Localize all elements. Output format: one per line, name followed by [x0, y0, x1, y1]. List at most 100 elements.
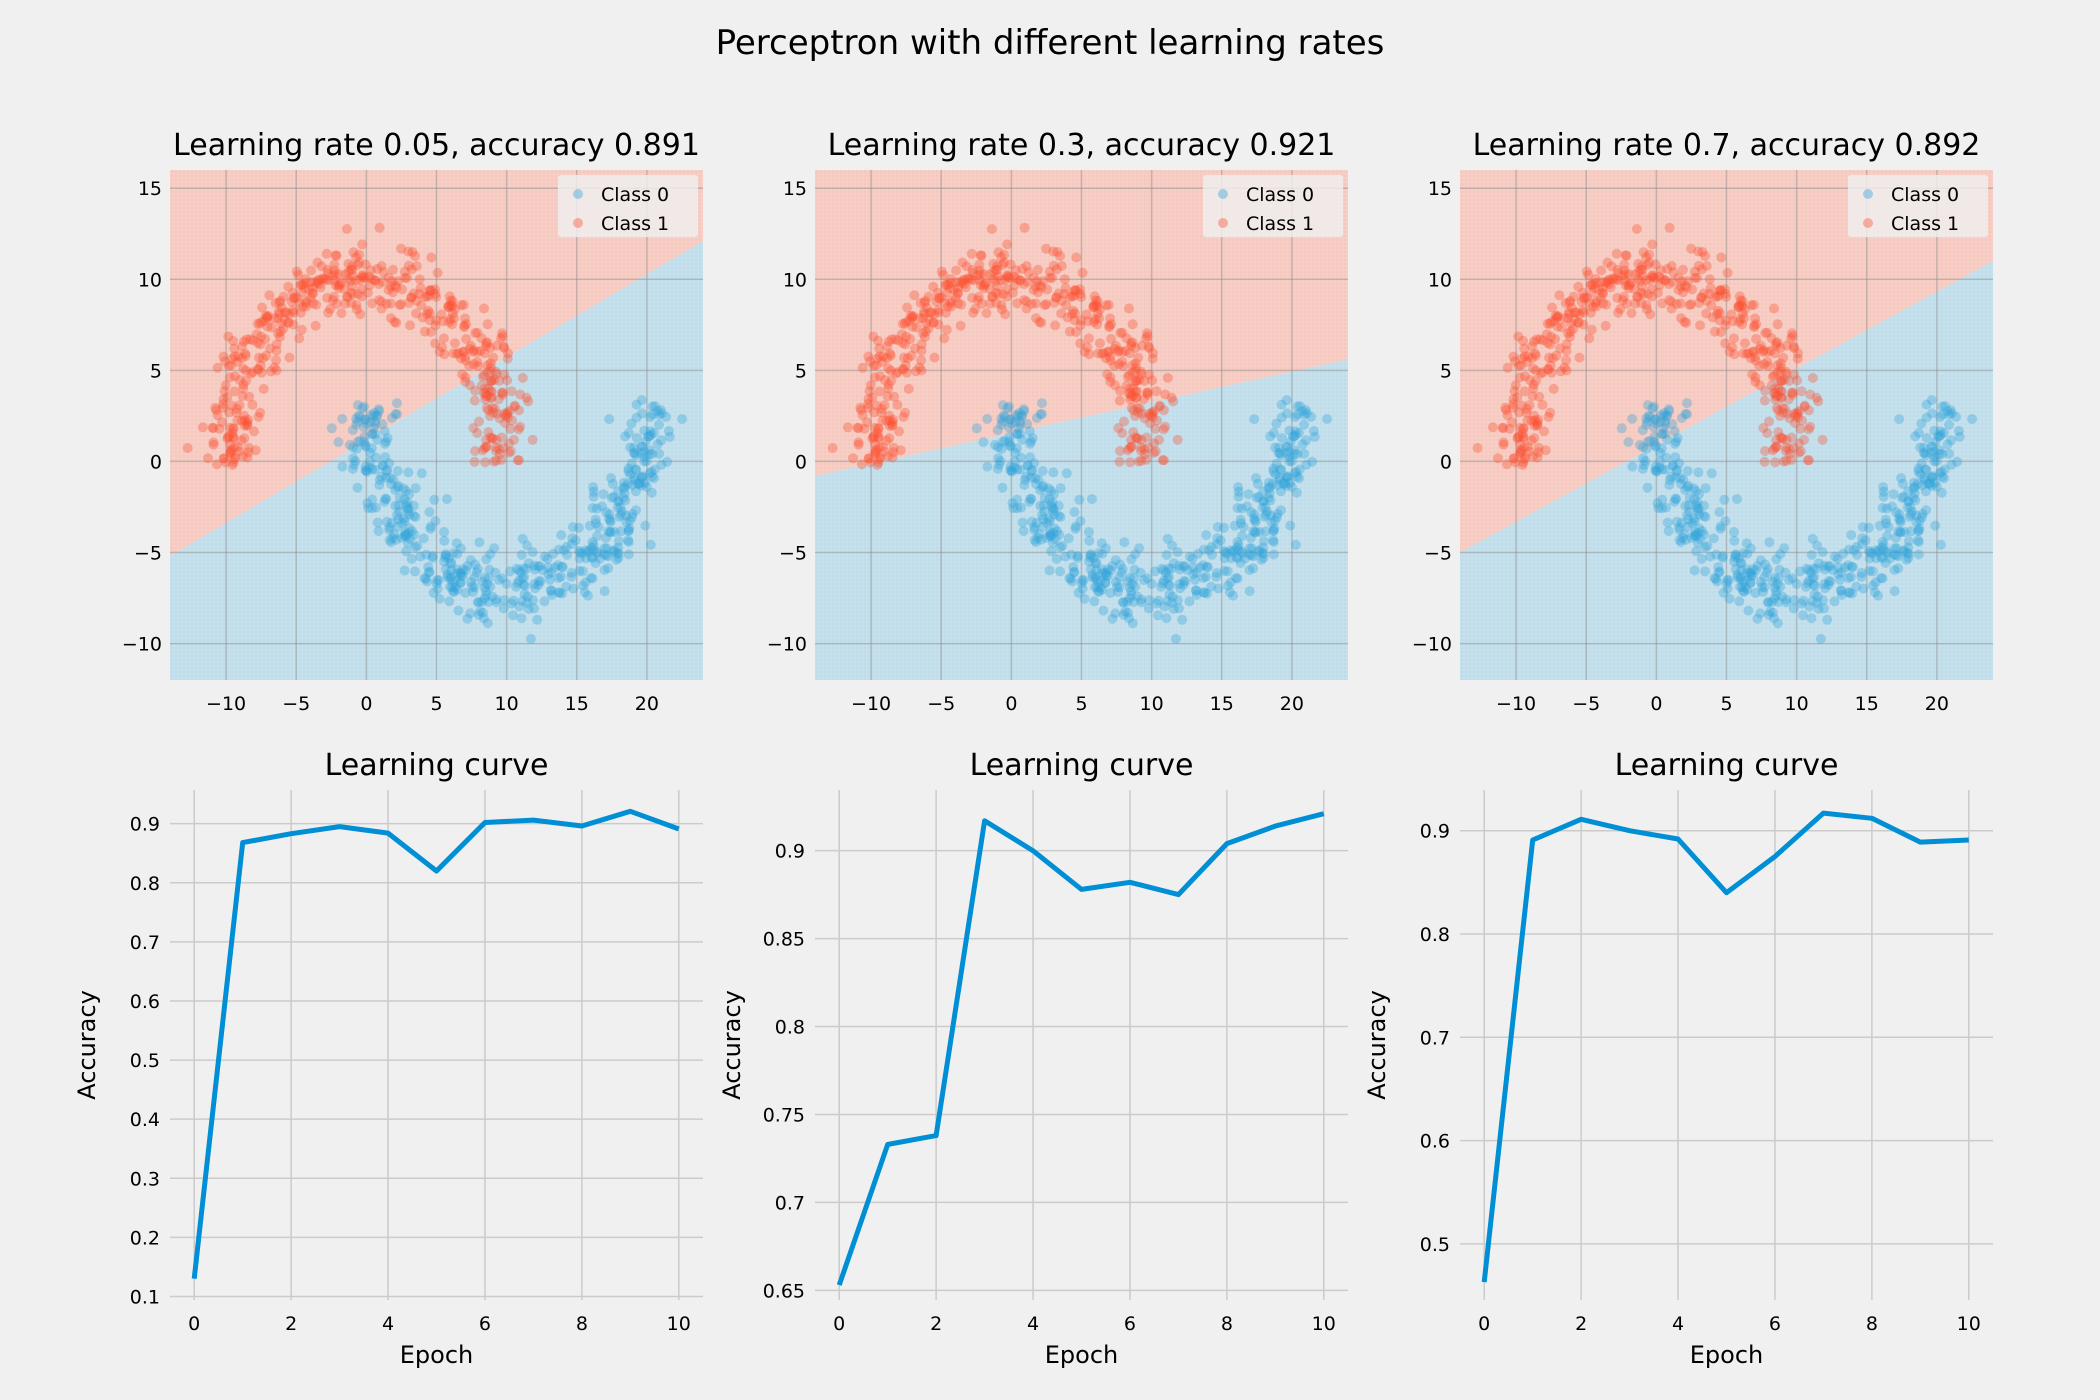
- point-class-1: [385, 298, 396, 309]
- point-class-1: [298, 279, 309, 290]
- point-class-0: [1878, 540, 1889, 550]
- point-class-0: [1893, 551, 1904, 562]
- point-class-1: [273, 328, 283, 339]
- point-class-0: [993, 453, 1004, 464]
- point-class-0: [621, 510, 632, 521]
- point-class-1: [1630, 298, 1641, 309]
- point-class-0: [1084, 556, 1095, 567]
- point-class-1: [390, 280, 400, 291]
- point-class-0: [1902, 502, 1913, 513]
- point-class-0: [1913, 466, 1924, 477]
- point-class-1: [1675, 298, 1686, 309]
- point-class-0: [442, 494, 452, 504]
- point-class-0: [530, 564, 540, 575]
- point-class-1: [1613, 307, 1624, 318]
- point-class-0: [1018, 404, 1029, 415]
- point-class-1: [1094, 304, 1105, 315]
- point-class-1: [1532, 420, 1543, 431]
- point-class-0: [425, 521, 436, 532]
- point-class-1: [888, 414, 898, 425]
- point-class-1: [358, 272, 369, 283]
- point-class-0: [1926, 441, 1937, 452]
- point-class-0: [590, 558, 601, 568]
- point-class-1: [329, 265, 340, 276]
- point-class-0: [1094, 586, 1104, 597]
- point-class-0: [1649, 401, 1659, 412]
- point-class-1: [980, 279, 990, 290]
- point-class-0: [381, 436, 392, 447]
- point-class-1: [464, 343, 475, 354]
- point-class-0: [615, 526, 626, 537]
- legend-box: [1848, 175, 1988, 237]
- point-class-0: [1922, 478, 1933, 489]
- point-class-0: [1027, 433, 1038, 444]
- point-class-0: [601, 543, 612, 554]
- point-class-1: [1504, 423, 1515, 434]
- point-class-0: [1663, 404, 1674, 415]
- point-class-0: [1026, 516, 1037, 527]
- point-class-1: [1593, 284, 1604, 295]
- point-class-1: [266, 366, 276, 377]
- point-class-0: [1232, 537, 1243, 547]
- point-class-1: [870, 447, 881, 458]
- point-class-1: [1537, 399, 1548, 410]
- x-tick-label: 6: [1124, 1313, 1136, 1335]
- point-class-0: [1655, 456, 1665, 467]
- point-class-0: [1857, 539, 1867, 550]
- point-class-0: [515, 567, 526, 578]
- point-class-0: [1670, 493, 1681, 504]
- point-class-0: [399, 565, 410, 576]
- point-class-0: [1240, 553, 1250, 564]
- point-class-1: [906, 350, 917, 361]
- point-class-1: [243, 442, 254, 453]
- y-tick-label: 0.9: [130, 814, 160, 836]
- point-class-1: [853, 437, 864, 448]
- point-class-1: [863, 394, 874, 405]
- y-tick-label: −5: [134, 543, 162, 565]
- point-class-1: [1148, 348, 1158, 359]
- point-class-1: [914, 313, 925, 324]
- point-class-0: [1815, 633, 1826, 644]
- point-class-1: [469, 456, 480, 467]
- point-class-1: [863, 453, 874, 464]
- point-class-1: [1059, 288, 1070, 299]
- point-class-1: [1754, 343, 1765, 354]
- point-class-0: [1066, 549, 1077, 560]
- point-class-0: [522, 591, 533, 602]
- point-class-0: [1692, 497, 1703, 508]
- point-class-1: [513, 455, 524, 466]
- point-class-1: [1790, 411, 1801, 421]
- point-class-0: [351, 419, 362, 430]
- point-class-0: [369, 408, 380, 418]
- point-class-0: [367, 503, 378, 514]
- point-class-0: [1257, 547, 1268, 558]
- point-class-1: [903, 383, 914, 394]
- point-class-1: [1759, 359, 1769, 370]
- point-class-1: [1071, 285, 1082, 296]
- point-class-0: [1206, 541, 1217, 552]
- point-class-0: [1907, 506, 1918, 517]
- point-class-1: [1009, 280, 1020, 291]
- point-class-1: [865, 380, 876, 391]
- point-class-1: [1052, 247, 1063, 257]
- point-class-0: [380, 493, 391, 504]
- point-class-1: [1769, 383, 1780, 394]
- point-class-0: [588, 482, 599, 493]
- point-class-0: [1130, 549, 1141, 560]
- point-class-1: [355, 309, 366, 320]
- point-class-1: [1021, 261, 1032, 271]
- point-class-0: [1260, 502, 1271, 513]
- point-class-1: [916, 339, 927, 350]
- region-class-0: [170, 241, 703, 681]
- point-class-1: [1092, 301, 1102, 312]
- point-class-1: [1002, 239, 1013, 250]
- point-class-1: [939, 298, 950, 308]
- point-class-0: [1025, 438, 1036, 449]
- point-class-0: [1683, 514, 1694, 525]
- point-class-0: [1824, 561, 1835, 572]
- point-class-0: [588, 540, 599, 550]
- point-class-0: [392, 409, 402, 420]
- point-class-0: [1124, 582, 1135, 593]
- point-class-1: [856, 405, 867, 416]
- point-class-0: [1738, 548, 1749, 559]
